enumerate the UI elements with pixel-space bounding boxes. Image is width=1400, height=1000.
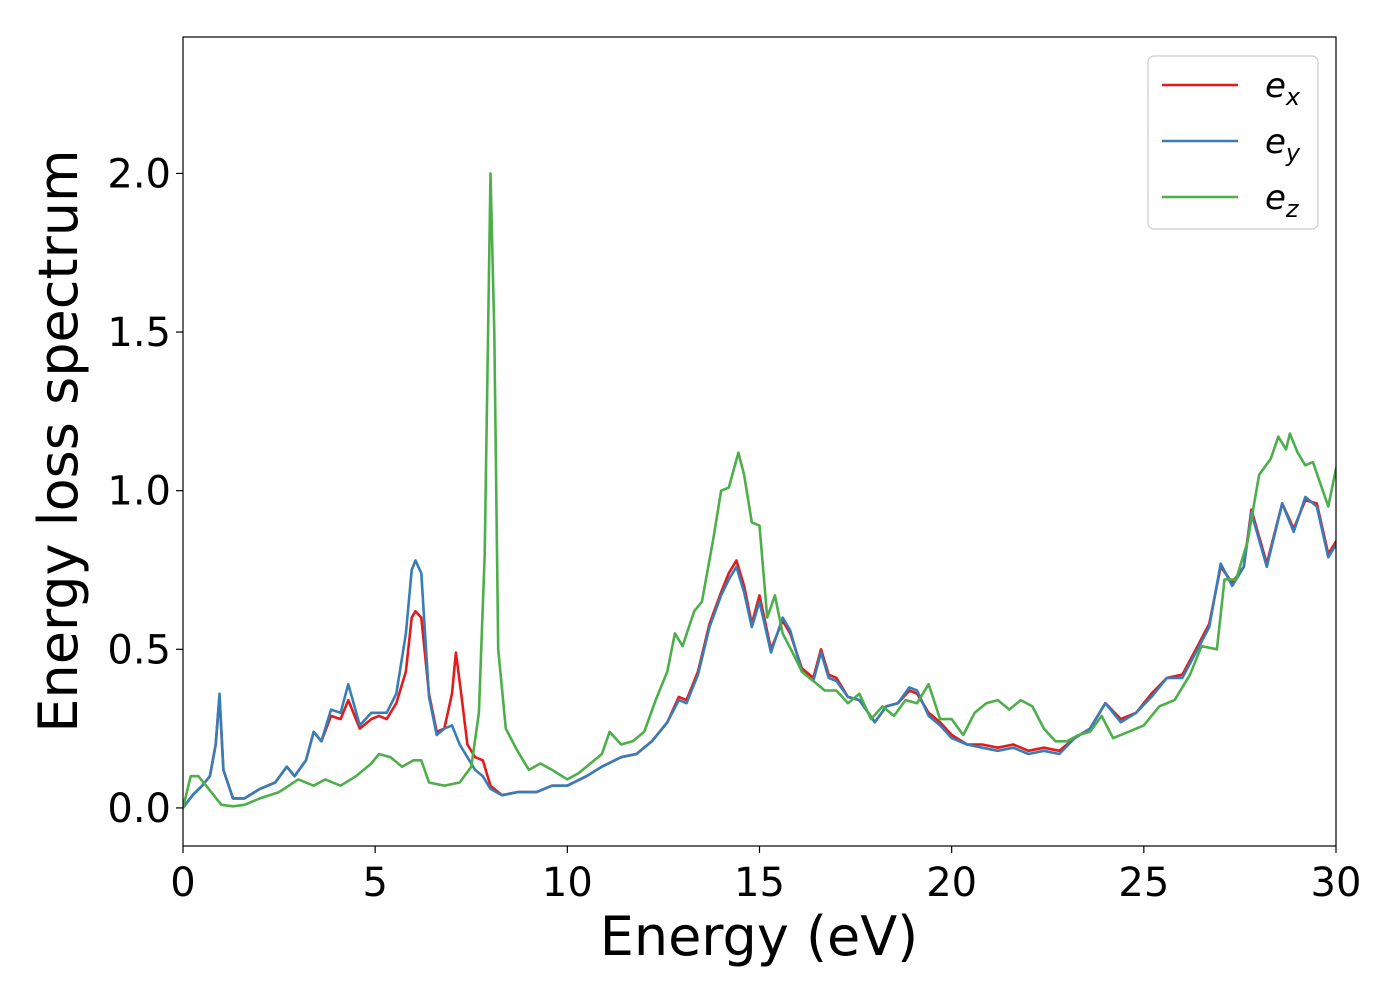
legend-label-z: ez (1265, 178, 1300, 223)
series-layer (183, 172, 1336, 810)
series-line-z (183, 172, 1336, 810)
y-axis: 0.0 0.5 1.0 1.5 2.0 (107, 151, 183, 832)
x-tick-label: 10 (542, 860, 593, 906)
series-line-y (183, 495, 1336, 810)
x-tick-label: 30 (1311, 860, 1362, 906)
y-tick-label: 2.0 (107, 151, 171, 197)
legend-box (1147, 55, 1319, 230)
x-axis-label: Energy (eV) (600, 905, 919, 968)
y-tick-label: 0.5 (107, 627, 171, 673)
x-axis: 0 5 10 15 20 25 30 (170, 846, 1361, 906)
x-tick-label: 25 (1118, 860, 1169, 906)
y-tick-label: 0.0 (107, 786, 171, 832)
x-tick-label: 0 (170, 860, 195, 906)
y-tick-label: 1.5 (107, 310, 171, 356)
legend-label-x: ex (1265, 66, 1301, 111)
x-tick-label: 15 (734, 860, 785, 906)
x-tick-label: 20 (926, 860, 977, 906)
legend: ex ey ez (1147, 55, 1319, 230)
legend-label-y: ey (1265, 122, 1301, 167)
y-axis-label: Energy loss spectrum (27, 149, 90, 732)
y-tick-label: 1.0 (107, 469, 171, 515)
series-line-x (183, 498, 1336, 810)
x-tick-label: 5 (362, 860, 387, 906)
